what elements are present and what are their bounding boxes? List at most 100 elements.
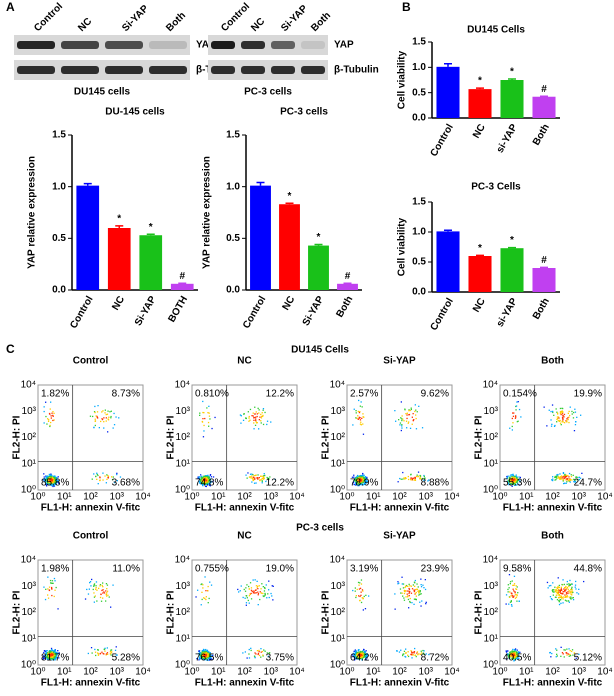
event-dot — [208, 597, 210, 600]
event-dot — [201, 651, 203, 653]
event-dot — [92, 415, 94, 418]
event-dot — [212, 654, 214, 656]
event-dot — [353, 659, 356, 661]
event-dot — [516, 479, 518, 481]
event-dot — [206, 657, 208, 660]
y-tick-label: 1.5 — [412, 37, 426, 48]
event-dot — [208, 479, 210, 481]
event-dot — [43, 586, 45, 588]
event-dot — [401, 425, 403, 427]
flow-y-tick-label: 10² — [331, 432, 346, 443]
event-dot — [103, 648, 105, 650]
event-dot — [267, 593, 269, 595]
event-dot — [93, 427, 95, 429]
event-dot — [202, 483, 204, 485]
event-dot — [55, 656, 57, 658]
event-dot — [572, 417, 575, 419]
event-dot — [509, 427, 511, 429]
event-dot — [405, 584, 408, 587]
event-dot — [361, 417, 363, 419]
event-dot — [561, 596, 563, 598]
event-dot — [43, 476, 45, 478]
event-dot — [209, 483, 211, 485]
event-dot — [562, 407, 564, 410]
event-dot — [86, 588, 88, 591]
event-dot — [568, 476, 570, 478]
event-dot — [514, 478, 516, 480]
event-dot — [116, 472, 118, 474]
event-dot — [515, 415, 517, 417]
event-dot — [49, 481, 51, 484]
event-dot — [574, 584, 577, 586]
event-dot — [107, 410, 109, 412]
event-dot — [517, 656, 519, 659]
event-dot — [43, 650, 46, 652]
event-dot — [94, 405, 96, 408]
event-dot — [253, 482, 256, 484]
event-dot — [565, 482, 567, 484]
event-dot — [558, 476, 560, 478]
event-dot — [259, 479, 262, 481]
event-dot — [268, 652, 270, 654]
flow-y-tick-label: 10⁰ — [483, 660, 498, 671]
event-dot — [511, 479, 513, 481]
event-dot — [424, 477, 426, 479]
event-dot — [407, 654, 409, 656]
event-dot — [570, 588, 572, 591]
event-dot — [58, 657, 60, 659]
flow-x-axis-label: FL1-H: annexin V-fitc — [503, 678, 603, 689]
event-dot — [555, 656, 557, 658]
event-dot — [412, 654, 414, 656]
error-bar — [285, 202, 294, 205]
event-dot — [575, 588, 577, 590]
event-dot — [558, 417, 560, 419]
event-dot — [556, 599, 559, 601]
event-dot — [46, 656, 48, 658]
event-dot — [205, 485, 207, 488]
event-dot — [92, 588, 94, 591]
event-dot — [547, 587, 549, 589]
event-dot — [417, 654, 419, 656]
event-dot — [50, 401, 52, 403]
flow-plot-frame — [346, 384, 453, 491]
event-dot — [99, 584, 102, 586]
event-dot — [407, 475, 409, 478]
event-dot — [563, 482, 565, 485]
event-dot — [198, 476, 200, 479]
quadrant-percent: 81.7% — [41, 653, 69, 664]
event-dot — [205, 478, 207, 480]
event-dot — [52, 477, 54, 480]
event-dot — [394, 410, 396, 412]
event-dot — [51, 651, 53, 653]
flow-y-axis-label: FL2-H: PI — [166, 590, 177, 634]
event-dot — [360, 483, 362, 485]
event-dot — [560, 475, 563, 477]
flow-x-tick-label: 10² — [545, 492, 560, 503]
event-dot — [270, 592, 272, 595]
event-dot — [415, 417, 417, 420]
event-dot — [261, 482, 263, 484]
event-dot — [562, 653, 564, 655]
event-dot — [259, 479, 261, 482]
event-dot — [569, 655, 572, 657]
event-dot — [511, 652, 513, 654]
event-dot — [400, 429, 402, 432]
event-dot — [361, 654, 363, 656]
flow-x-tick-label: 10³ — [264, 492, 279, 503]
event-dot — [257, 474, 259, 476]
event-dot — [206, 482, 208, 484]
event-dot — [569, 479, 571, 481]
event-dot — [105, 590, 107, 592]
event-dot — [242, 419, 245, 421]
event-dot — [565, 585, 567, 588]
event-dot — [258, 585, 260, 587]
event-dot — [47, 594, 49, 596]
event-dot — [51, 657, 53, 660]
event-dot — [566, 587, 568, 589]
event-dot — [412, 584, 414, 586]
event-dot — [49, 425, 51, 428]
event-dot — [362, 481, 364, 483]
event-dot — [359, 651, 361, 653]
event-dot — [45, 653, 47, 655]
event-dot — [96, 473, 98, 476]
